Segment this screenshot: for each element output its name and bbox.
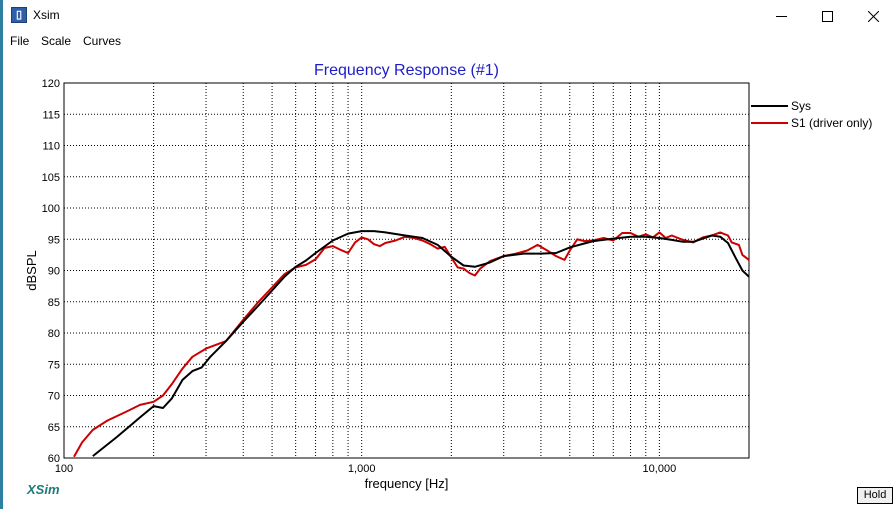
- y-tick-label: 100: [42, 203, 60, 215]
- chart-title: Frequency Response (#1): [314, 62, 499, 79]
- desktop-edge: [0, 0, 3, 509]
- minimize-icon: [776, 16, 787, 17]
- menu-file[interactable]: File: [10, 34, 30, 48]
- x-tick-label: 100: [55, 463, 73, 475]
- y-tick-label: 90: [48, 266, 60, 278]
- frequency-response-chart: 60 65 70 75 80 85 90 95 100 105 110 115 120 100 1,000 1…: [24, 62, 872, 491]
- close-icon: [868, 11, 879, 22]
- y-tick-label: 105: [42, 172, 60, 184]
- y-tick-label: 70: [48, 391, 60, 403]
- y-tick-label: 65: [48, 422, 60, 434]
- y-tick-label: 85: [48, 297, 60, 309]
- y-tick-label: 120: [42, 78, 60, 90]
- window-title: Xsim: [33, 8, 60, 22]
- background-window-strip: [60, 504, 850, 509]
- minimize-button[interactable]: [758, 0, 804, 32]
- chart-area: 60 65 70 75 80 85 90 95 100 105 110 115 120 100 1,000 1…: [3, 50, 896, 509]
- plot-frame: [63, 82, 750, 459]
- y-tick-label: 110: [42, 141, 60, 153]
- x-tick-label: 1,000: [348, 463, 376, 475]
- y-tick-label: 80: [48, 328, 60, 340]
- legend-label-s1: S1 (driver only): [791, 116, 872, 130]
- y-axis-label: dBSPL: [24, 250, 39, 290]
- y-tick-label: 95: [48, 234, 60, 246]
- menu-curves[interactable]: Curves: [83, 34, 122, 48]
- y-tick-label: 60: [48, 453, 60, 465]
- series-line-sys: [92, 230, 749, 457]
- menu-scale[interactable]: Scale: [41, 34, 72, 48]
- menu-bar: File Scale Curves: [3, 32, 896, 50]
- xsim-app-label: XSim: [27, 482, 60, 497]
- maximize-icon: [822, 11, 833, 22]
- close-button[interactable]: [850, 0, 896, 32]
- title-bar: ▯ Xsim: [3, 0, 896, 32]
- x-tick-label: 10,000: [643, 463, 677, 475]
- x-axis-label: frequency [Hz]: [365, 476, 449, 491]
- y-tick-label: 115: [42, 109, 60, 121]
- maximize-button[interactable]: [804, 0, 850, 32]
- y-tick-label: 75: [48, 359, 60, 371]
- app-icon: ▯: [11, 7, 27, 23]
- legend-label-sys: Sys: [791, 99, 811, 113]
- hold-button[interactable]: Hold: [857, 487, 893, 504]
